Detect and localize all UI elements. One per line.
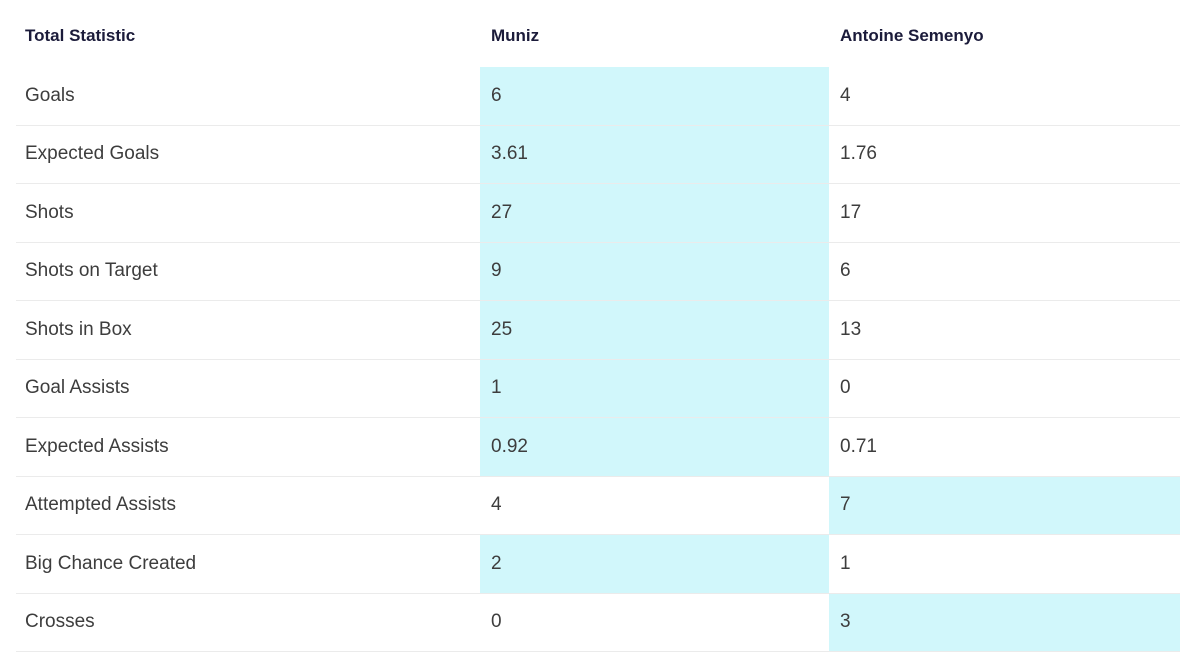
player2-value: 0 <box>840 377 851 399</box>
player2-value: 1.76 <box>840 143 877 165</box>
table-row: Shots 27 17 <box>16 184 1180 243</box>
header-player1: Muniz <box>491 25 540 45</box>
stat-label: Crosses <box>25 611 95 633</box>
player-comparison-table: Total Statistic Muniz Antoine Semenyo Go… <box>16 0 1180 652</box>
stat-label: Shots in Box <box>25 318 132 340</box>
table-row: Goal Assists 1 0 <box>16 359 1180 418</box>
player1-value: 4 <box>491 494 502 516</box>
stat-label: Attempted Assists <box>25 494 177 516</box>
player2-value: 7 <box>829 476 1180 534</box>
player1-value: 9 <box>480 242 829 300</box>
stat-label: Goal Assists <box>25 377 130 399</box>
stat-label: Expected Assists <box>25 435 169 457</box>
header-player2: Antoine Semenyo <box>840 25 984 45</box>
table-row: Expected Assists 0.92 0.71 <box>16 418 1180 477</box>
player2-value: 17 <box>840 201 862 223</box>
player1-value: 1 <box>480 359 829 417</box>
stat-label: Shots on Target <box>25 260 158 282</box>
table-row: Shots on Target 9 6 <box>16 242 1180 301</box>
table-body: Goals 6 4 Expected Goals 3.61 1.76 Shots 27 17 Sh… <box>16 67 1180 652</box>
player1-value: 0 <box>491 611 502 633</box>
table-row: Big Chance Created 2 1 <box>16 535 1180 594</box>
stat-label: Shots <box>25 201 74 223</box>
table-row: Shots in Box 25 13 <box>16 301 1180 360</box>
player2-value: 6 <box>840 260 851 282</box>
player2-value: 1 <box>840 552 851 574</box>
player1-value: 6 <box>480 67 829 125</box>
player1-value: 0.92 <box>480 418 829 476</box>
stat-label: Goals <box>25 84 75 106</box>
table-row: Goals 6 4 <box>16 67 1180 126</box>
player2-value: 13 <box>840 318 862 340</box>
player1-value: 2 <box>480 535 829 593</box>
header-total-statistic: Total Statistic <box>25 25 136 45</box>
player1-value: 25 <box>480 301 829 359</box>
player2-value: 0.71 <box>840 435 877 457</box>
player2-value: 4 <box>840 84 851 106</box>
table-row: Crosses 0 3 <box>16 593 1180 652</box>
stat-label: Expected Goals <box>25 143 160 165</box>
stat-label: Big Chance Created <box>25 552 197 574</box>
table-row: Attempted Assists 4 7 <box>16 476 1180 535</box>
player1-value: 3.61 <box>480 125 829 183</box>
player1-value: 27 <box>480 184 829 242</box>
table-header: Total Statistic Muniz Antoine Semenyo <box>16 0 1180 67</box>
table-row: Expected Goals 3.61 1.76 <box>16 125 1180 184</box>
player2-value: 3 <box>829 593 1180 651</box>
